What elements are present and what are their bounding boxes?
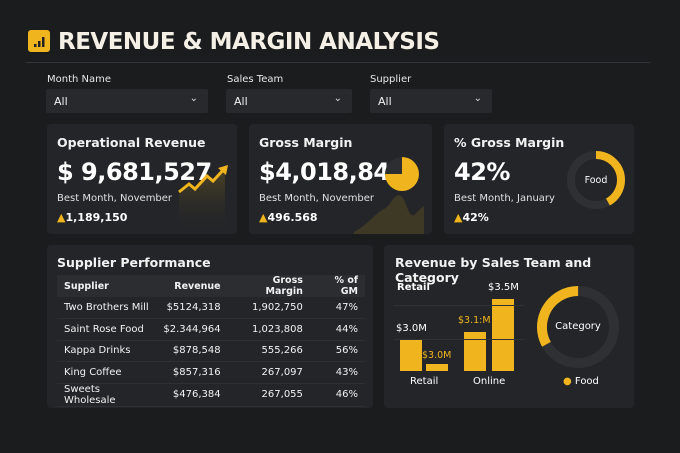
table-row[interactable]: King Coffee $857,316 267,097 43% <box>57 361 365 384</box>
table-cell: 1,023,808 <box>227 318 310 341</box>
supplier-filter-dropdown[interactable]: All ⌄ <box>370 89 492 113</box>
supplier-table: Supplier Revenue Gross Margin% of GM Two Br… <box>57 275 365 407</box>
kpi-delta-value: 496.568 <box>267 211 318 224</box>
filter-label-supplier: Supplier <box>370 74 412 85</box>
chart-legend-title: Retail <box>397 282 430 293</box>
divider <box>26 62 650 63</box>
kpi-value: $4,018,847 <box>259 158 406 186</box>
kpi-subtitle: Best Month, November <box>57 193 173 204</box>
chevron-down-icon: ⌄ <box>189 93 198 104</box>
kpi-subtitle: Best Month, November <box>259 193 375 204</box>
column-header[interactable]: Gross Margin <box>227 275 310 297</box>
donut-center-label: Category <box>555 321 601 332</box>
bar-data-label: $3.5M <box>488 281 519 293</box>
chart-title: Revenue by Sales Team and Category <box>395 255 592 285</box>
x-tick-label: Retail <box>410 376 439 387</box>
donut-segment-food <box>567 151 625 209</box>
table-title: Supplier Performance <box>57 255 211 270</box>
trend-up-icon <box>178 165 228 234</box>
table-cell: 47% <box>309 297 365 319</box>
kpi-title: % Gross Margin <box>454 135 565 150</box>
table-cell: $476,384 <box>156 383 228 407</box>
table-cell: $878,548 <box>156 340 228 362</box>
x-tick-label: Online <box>473 376 506 387</box>
table-cell: 56% <box>309 340 365 362</box>
bar-chart-icon <box>28 30 50 52</box>
kpi-subtitle: Best Month, January <box>454 193 555 204</box>
donut-segment-food <box>537 286 619 368</box>
kpi-delta: ▲496.568 <box>259 211 318 224</box>
table-cell: 555,266 <box>227 340 310 362</box>
table-cell: 267,055 <box>227 383 310 407</box>
table-cell: $857,316 <box>156 361 228 384</box>
chevron-down-icon: ⌄ <box>473 93 482 104</box>
kpi-card-operational-revenue: Operational Revenue $ 9,681,527 Best Mon… <box>47 124 237 234</box>
chevron-down-icon: ⌄ <box>333 93 342 104</box>
bar-data-label: $3.1:M <box>458 314 491 326</box>
kpi-value: $ 9,681,527 <box>57 158 212 186</box>
table-cell: $2.344,964 <box>156 318 228 341</box>
filter-label-month: Month Name <box>47 74 112 85</box>
filter-value: All <box>378 95 392 108</box>
legend-dot-icon: ● <box>563 376 572 387</box>
bar-data-label: $3.0M <box>396 322 427 334</box>
legend-label: Food <box>574 376 599 387</box>
up-triangle-icon: ▲ <box>454 211 463 224</box>
up-triangle-icon: ▲ <box>259 211 268 224</box>
table-cell: Saint Rose Food <box>57 318 157 341</box>
kpi-card-gross-margin-percent: % Gross Margin 42% Best Month, January ▲… <box>444 124 634 234</box>
kpi-delta: ▲42% <box>454 211 489 224</box>
kpi-card-gross-margin: Gross Margin $4,018,847 Best Month, Nove… <box>249 124 432 234</box>
filter-value: All <box>54 95 68 108</box>
table-cell: 1,902,750 <box>227 297 310 319</box>
table-cell: Two Brothers Mill <box>57 297 157 319</box>
pie-area-icon <box>354 157 424 234</box>
table-row[interactable]: Two Brothers Mill $5124,318 1,902,750 47% <box>57 297 365 319</box>
kpi-delta: ▲1,189,150 <box>57 211 127 224</box>
kpi-delta-value: 1,189,150 <box>65 211 128 224</box>
table-cell: Kappa Drinks <box>57 340 157 362</box>
bar-online[interactable] <box>464 331 486 371</box>
gridline <box>394 339 524 340</box>
table-cell: 43% <box>309 361 365 384</box>
kpi-donut <box>567 151 625 209</box>
kpi-delta-value: 42% <box>462 211 489 224</box>
kpi-title: Gross Margin <box>259 135 353 150</box>
table-row[interactable]: Kappa Drinks $878,548 555,266 56% <box>57 340 365 362</box>
column-header[interactable]: Supplier <box>57 275 157 297</box>
table-cell: 44% <box>309 318 365 341</box>
table-cell: $5124,318 <box>156 297 228 319</box>
bar-retail[interactable] <box>400 339 422 371</box>
bar-online[interactable] <box>492 298 514 371</box>
page-title: REVENUE & MARGIN ANALYSIS <box>58 29 440 55</box>
donut-label: Food <box>584 175 608 186</box>
kpi-value: 42% <box>454 158 510 186</box>
filter-value: All <box>234 95 248 108</box>
kpi-title: Operational Revenue <box>57 135 206 150</box>
bar-retail[interactable] <box>426 364 448 371</box>
table-cell: Sweets Wholesale <box>57 383 157 407</box>
month-filter-dropdown[interactable]: All ⌄ <box>46 89 208 113</box>
column-header[interactable]: Revenue <box>156 275 228 297</box>
column-header[interactable]: % of GM <box>309 275 365 297</box>
up-triangle-icon: ▲ <box>57 211 66 224</box>
table-cell: 46% <box>309 383 365 407</box>
revenue-by-team-card: Revenue by Sales Team and Category Retai… <box>384 245 634 408</box>
sales-team-filter-dropdown[interactable]: All ⌄ <box>226 89 352 113</box>
legend-item-food[interactable]: ● Food <box>563 376 599 387</box>
filter-label-sales-team: Sales Team <box>227 74 284 85</box>
supplier-performance-card: Supplier Performance Supplier Revenue Gros… <box>47 245 373 408</box>
category-donut <box>537 286 619 368</box>
table-row[interactable]: Sweets Wholesale $476,384 267,055 46% <box>57 383 365 407</box>
table-row[interactable]: Saint Rose Food $2.344,964 1,023,808 44% <box>57 318 365 341</box>
bar-data-label: $3.0M <box>422 350 452 361</box>
table-cell: 267,097 <box>227 361 310 384</box>
table-cell: King Coffee <box>57 361 157 384</box>
gridline <box>394 305 524 306</box>
